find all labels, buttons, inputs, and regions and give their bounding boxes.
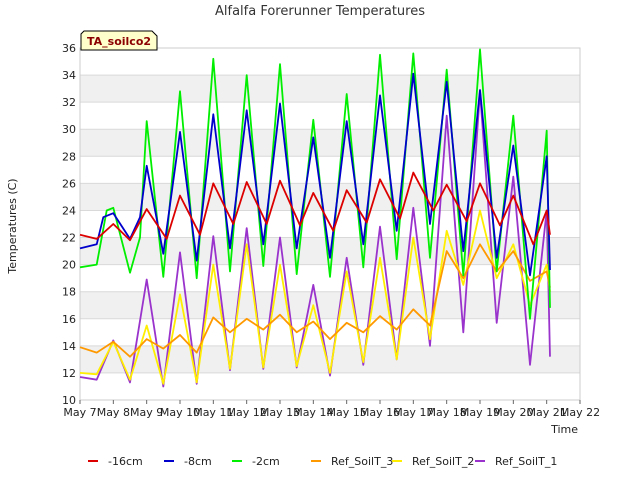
y-axis-label: Temperatures (C) — [6, 178, 19, 274]
x-tick-label: May 17 — [393, 406, 433, 419]
x-tick-label: May 10 — [160, 406, 200, 419]
x-tick-label: May 20 — [493, 406, 533, 419]
grid-bands — [80, 75, 580, 373]
grid-band — [80, 75, 580, 103]
x-tick-label: May 13 — [260, 406, 300, 419]
y-tick-label: 12 — [62, 367, 76, 380]
series-line-16cm — [79, 171, 551, 246]
legend-label: Ref_SoilT_1 — [495, 455, 557, 468]
y-tick-label: 20 — [62, 259, 76, 272]
y-tick-label: 24 — [62, 204, 76, 217]
x-tick-label: May 21 — [527, 406, 567, 419]
legend-label: -16cm — [108, 455, 143, 468]
y-tick-label: 10 — [62, 394, 76, 407]
legend-label: -2cm — [252, 455, 280, 468]
y-tick-label: 30 — [62, 123, 76, 136]
x-tick-label: May 22 — [560, 406, 600, 419]
x-axis-label: Time — [550, 423, 578, 436]
y-tick-label: 16 — [62, 313, 76, 326]
y-tick-label: 36 — [62, 42, 76, 55]
legend-label: Ref_SoilT_3 — [331, 455, 393, 468]
x-tick-label: May 18 — [427, 406, 467, 419]
badge-label: TA_soilco2 — [87, 35, 151, 48]
x-tick-label: May 7 — [63, 406, 96, 419]
badge-box — [80, 30, 158, 51]
y-tick-label: 18 — [62, 286, 76, 299]
series-line-ref-soilt-3 — [79, 243, 551, 358]
x-tick-label: May 9 — [130, 406, 163, 419]
x-tick-label: May 12 — [227, 406, 267, 419]
series-line-ref-soilt-2 — [79, 209, 551, 385]
series-lines — [79, 48, 551, 388]
y-tick-label: 28 — [62, 150, 76, 163]
legend-label: -8cm — [184, 455, 212, 468]
x-tick-label: May 8 — [97, 406, 130, 419]
y-tick-label: 32 — [62, 96, 76, 109]
y-axis: 10 12 14 16 18 20 22 24 26 28 30 32 34 36 — [62, 42, 76, 407]
plot-frame — [79, 47, 581, 401]
grid-band — [80, 183, 580, 211]
series-line-8cm — [79, 72, 551, 277]
x-tick-label: May 14 — [293, 406, 333, 419]
x-tick-label: May 15 — [327, 406, 367, 419]
x-tick-label: May 16 — [360, 406, 400, 419]
badge: TA_soilco2 — [80, 30, 158, 51]
x-tick-label: May 11 — [193, 406, 233, 419]
chart-title: Alfalfa Forerunner Temperatures — [215, 4, 425, 19]
y-tick-label: 14 — [62, 340, 76, 353]
legend-label: Ref_SoilT_2 — [412, 455, 474, 468]
y-tick-label: 26 — [62, 177, 76, 190]
y-tick-label: 34 — [62, 69, 76, 82]
y-tick-label: 22 — [62, 232, 76, 245]
grid-band — [80, 129, 580, 157]
x-tick-label: May 19 — [460, 406, 500, 419]
legend: -16cm -8cm -2cm Ref_SoilT_3 Ref_SoilT_2 Ref_S… — [88, 455, 557, 468]
grid-band — [80, 291, 580, 319]
